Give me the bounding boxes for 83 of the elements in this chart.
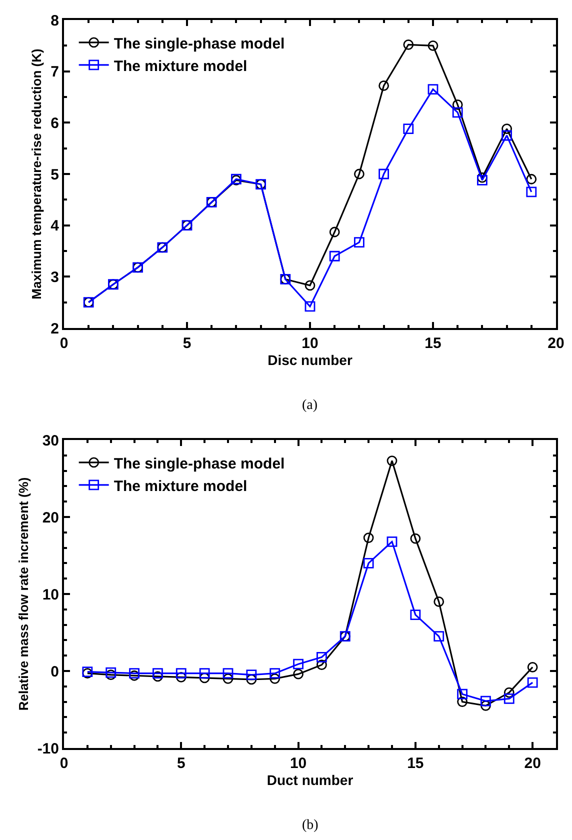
legend-label: The single-phase model xyxy=(114,455,285,472)
x-tick-label: 10 xyxy=(290,755,307,772)
y-axis-title: Relative mass flow rate increment (%) xyxy=(16,477,31,711)
point xyxy=(410,610,421,620)
point xyxy=(293,658,304,670)
legend-label: The single-phase model xyxy=(114,35,285,52)
point xyxy=(502,124,512,134)
point xyxy=(480,696,491,706)
point xyxy=(304,280,316,291)
point xyxy=(502,130,512,141)
x-tick-label: 20 xyxy=(548,335,564,352)
point xyxy=(378,80,389,91)
y-tick-label: -10 xyxy=(37,740,59,758)
point xyxy=(434,596,444,607)
legend-label: The mixture model xyxy=(114,478,248,495)
point xyxy=(316,652,327,662)
point xyxy=(527,662,538,672)
point xyxy=(316,660,327,670)
point xyxy=(270,668,280,679)
point xyxy=(386,536,398,547)
point xyxy=(199,672,210,684)
x-tick-label: 10 xyxy=(302,335,318,352)
point xyxy=(246,670,257,680)
point xyxy=(152,668,163,679)
point xyxy=(480,700,491,711)
point xyxy=(106,667,116,678)
point xyxy=(329,226,340,238)
x-tick-label: 20 xyxy=(524,755,541,772)
point xyxy=(363,532,374,543)
x-tick-label: 15 xyxy=(407,755,424,772)
point xyxy=(222,674,234,684)
point xyxy=(176,668,186,679)
point xyxy=(152,671,163,682)
point xyxy=(329,250,340,262)
point xyxy=(434,631,444,642)
y-tick-label: 2 xyxy=(50,320,59,338)
y-tick-label: 7 xyxy=(50,64,59,81)
point xyxy=(386,456,398,466)
point xyxy=(176,672,186,682)
x-tick-label: 5 xyxy=(176,755,186,772)
point xyxy=(504,687,514,698)
point xyxy=(526,174,537,184)
text: (b) xyxy=(302,818,319,833)
y-tick-label: 6 xyxy=(50,114,59,132)
point xyxy=(304,301,316,312)
point xyxy=(410,533,421,544)
point xyxy=(378,168,389,180)
point xyxy=(504,694,514,704)
point xyxy=(222,668,234,679)
point xyxy=(270,674,280,684)
point xyxy=(428,84,438,94)
y-tick-label: 4 xyxy=(50,218,60,235)
x-tick-label: 15 xyxy=(424,335,442,352)
point xyxy=(246,674,257,685)
point xyxy=(293,668,304,680)
legend-label: The mixture model xyxy=(114,58,248,75)
point xyxy=(457,696,468,707)
y-tick-label: 5 xyxy=(50,166,59,184)
y-tick-label: 8 xyxy=(50,12,59,30)
point xyxy=(363,558,374,568)
y-tick-label: 20 xyxy=(42,509,59,526)
y-tick-label: 0 xyxy=(50,663,59,680)
point xyxy=(452,107,463,118)
y-tick-label: 30 xyxy=(42,432,59,450)
y-axis-title: Maximum temperature-rise reduction (K) xyxy=(29,48,44,300)
y-tick-label: 3 xyxy=(50,268,59,286)
point xyxy=(452,100,463,110)
point xyxy=(477,172,488,183)
x-tick-label: 5 xyxy=(182,335,192,352)
x-axis-title: Duct number xyxy=(266,772,354,788)
y-tick-label: 10 xyxy=(42,586,59,604)
point xyxy=(199,668,210,679)
point xyxy=(354,237,364,248)
point xyxy=(403,39,414,50)
point xyxy=(457,688,468,700)
point xyxy=(527,677,538,688)
point xyxy=(354,168,364,180)
point xyxy=(526,186,537,198)
point xyxy=(428,40,438,51)
point xyxy=(403,124,414,134)
text: (a) xyxy=(302,398,318,413)
x-axis-title: Disc number xyxy=(268,352,353,368)
point xyxy=(477,174,488,186)
